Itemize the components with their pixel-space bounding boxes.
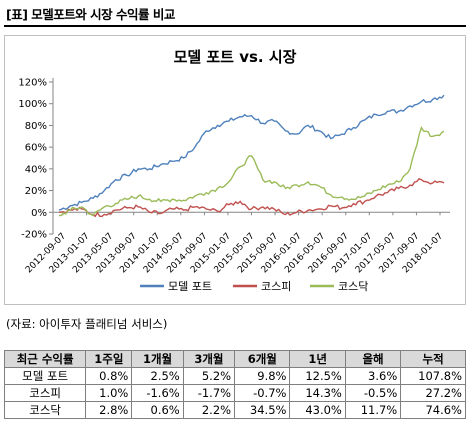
col-header: 6개월: [234, 350, 291, 368]
table-cell: 43.0%: [289, 401, 346, 419]
table-cell: 2.5%: [131, 367, 184, 385]
row-label: 코스닥: [3, 401, 87, 419]
table-row: 코스닥 2.8% 0.6% 2.2% 34.5% 43.0% 11.7% 74.…: [3, 401, 466, 419]
col-header: 최근 수익률: [3, 350, 87, 368]
y-tick-label: 80%: [25, 121, 47, 132]
line-chart: 모델 포트 vs. 시장 -20%0%20%40%60%80%100%120%2…: [18, 48, 450, 293]
table-cell: 14.3%: [289, 384, 346, 402]
y-tick-label: 120%: [18, 78, 47, 89]
y-tick-label: 40%: [25, 164, 47, 175]
table-cell: 74.6%: [400, 401, 466, 419]
y-tick-label: -20%: [21, 230, 47, 241]
table-cell: 2.8%: [85, 401, 133, 419]
report-title: [표] 모델포트와 시장 수익률 비교: [6, 7, 175, 22]
col-header: 1주일: [85, 350, 133, 368]
table-cell: 34.5%: [234, 401, 291, 419]
legend-label: 코스닥: [338, 280, 368, 293]
series-line-3: [58, 125, 445, 217]
table-cell: 12.5%: [289, 367, 346, 385]
table-header-row: 최근 수익률 1주일 1개월 3개월 6개월 1년 올해 누적: [3, 350, 466, 368]
series-line-2: [58, 177, 445, 218]
source-note: (자료: 아이투자 플래티넘 서비스): [6, 317, 168, 331]
table-cell: -0.7%: [234, 384, 291, 402]
table-cell: 107.8%: [400, 367, 466, 385]
y-tick-label: 60%: [25, 143, 47, 154]
table-cell: -1.6%: [131, 384, 184, 402]
table-row: 모델 포트 0.8% 2.5% 5.2% 9.8% 12.5% 3.6% 107…: [3, 367, 466, 385]
row-label: 모델 포트: [3, 367, 87, 385]
table-row: 코스피 1.0% -1.6% -1.7% -0.7% 14.3% -0.5% 2…: [3, 384, 466, 402]
row-label: 코스피: [3, 384, 87, 402]
table-cell: 11.7%: [344, 401, 402, 419]
table-cell: 1.0%: [85, 384, 133, 402]
table-cell: 0.6%: [131, 401, 184, 419]
col-header: 올해: [344, 350, 402, 368]
table-cell: 27.2%: [400, 384, 466, 402]
y-tick-label: 100%: [18, 99, 47, 110]
table-cell: -0.5%: [344, 384, 402, 402]
returns-table: 최근 수익률 1주일 1개월 3개월 6개월 1년 올해 누적 모델 포트 0.…: [3, 350, 466, 419]
table-cell: 2.2%: [182, 401, 236, 419]
col-header: 1개월: [131, 350, 184, 368]
chart-title: 모델 포트 vs. 시장: [174, 48, 297, 66]
table-cell: 9.8%: [234, 367, 291, 385]
y-tick-label: 0%: [31, 208, 47, 219]
table-cell: 3.6%: [344, 367, 402, 385]
title-divider: [4, 25, 466, 27]
col-header: 3개월: [182, 350, 236, 368]
table-cell: 0.8%: [85, 367, 133, 385]
table-cell: 5.2%: [182, 367, 236, 385]
legend-label: 모델 포트: [168, 280, 212, 293]
legend-label: 코스피: [261, 280, 291, 293]
chart-frame: 모델 포트 vs. 시장 -20% 0% 20% 40% 60% 80% 100% 120% 2…: [4, 35, 466, 305]
y-tick-label: 20%: [25, 186, 47, 197]
table-cell: -1.7%: [182, 384, 236, 402]
series-line-1: [58, 94, 445, 211]
col-header: 1년: [289, 350, 346, 368]
col-header: 누적: [400, 350, 466, 368]
